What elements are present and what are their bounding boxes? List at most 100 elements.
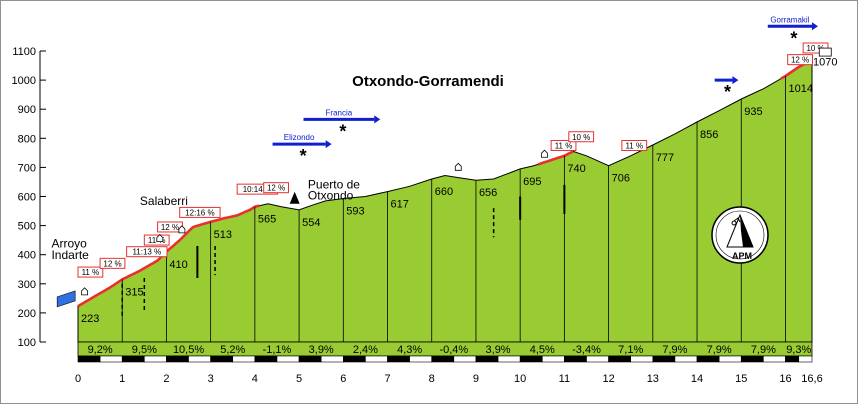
km-scale-block [519,355,543,363]
km-scale-block [431,355,455,363]
km-scale-block [497,355,521,363]
x-tick-label: 9 [473,373,479,385]
ramp-box [787,54,813,66]
arrow-head-icon [325,140,332,149]
segment-gradient-label: 3,9% [486,344,511,356]
ramp-label: 11 % [82,268,100,277]
x-tick-label: 2 [163,373,169,385]
apm-logo: APM [711,206,769,264]
summit-asterisk-icon: * [724,82,731,102]
km-scale-block [740,355,764,363]
x-tick-label: 10 [514,373,526,385]
km-scale-block [320,355,344,363]
km-scale-block [718,355,742,363]
elevation-label: 856 [700,129,718,141]
km-scale-block [409,355,433,363]
x-tick-label: 16,6 [801,373,822,385]
y-tick-label: 1000 [12,75,36,87]
km-scale-block [77,355,101,363]
ramp-label: 12 % [791,56,809,65]
y-tick-label: 200 [18,308,36,320]
elevation-label: 706 [612,173,630,185]
km-scale-block [298,355,322,363]
elevation-label: 695 [523,176,541,188]
segment-gradient-label: 7,1% [618,344,643,356]
cyclist-icon [731,217,741,226]
house-icon [541,149,548,158]
km-scale-block [166,355,189,363]
ramp-label: 11 % [555,141,573,150]
segment-gradient-label: 9,2% [88,344,113,356]
elevation-label: 223 [81,313,99,325]
km-scale-block [121,355,145,363]
ramp-label: 10 % [806,44,824,53]
elevation-label: 935 [744,106,762,118]
x-tick-label: 14 [691,373,703,385]
house-icon [454,162,462,171]
elevation-label: 660 [435,186,453,198]
segment-gradient-label: -3,4% [572,344,601,356]
place-name: Salaberri [140,194,188,208]
ramp-label: 12 % [103,259,121,268]
steep-section-line [77,204,260,308]
km-scale-block [254,355,278,363]
segment-gradient-label: 10,5% [173,344,204,356]
km-scale-block [387,355,410,363]
house-icon [156,234,164,243]
ramp-box [126,246,168,258]
elevation-label: 513 [214,229,232,241]
segment-gradient-label: -0,4% [439,344,468,356]
km-scale-block [630,355,654,363]
place-name: Arroyo [51,236,87,250]
x-tick-label: 13 [647,373,659,385]
ramp-box [568,131,595,143]
km-scale-block [188,355,211,363]
place-name: Puerto de [308,178,360,192]
ramp-label: 10:14 % [243,185,272,194]
x-tick-label: 7 [384,373,390,385]
segment-gradient-label: -1,1% [263,344,292,356]
elevation-label: 410 [169,259,187,271]
x-tick-label: 6 [340,373,346,385]
place-name: Otxondo [308,188,354,202]
segment-gradient-label: 7,9% [707,344,732,356]
y-tick-label: 300 [18,279,36,291]
km-scale-block [798,355,813,363]
x-tick-label: 15 [735,373,747,385]
ramp-label: 12 % [267,184,285,193]
arrow-head-icon [374,115,381,124]
km-scale-block [210,355,234,363]
elevation-label: 617 [391,199,409,211]
direction-sign-label: Gorramakil [770,15,809,24]
km-scale-block [343,355,366,363]
ramp-box [99,257,126,269]
elevation-label: 593 [346,206,364,218]
elevation-label: 656 [479,187,497,199]
x-tick-label: 0 [75,373,81,385]
km-scale-block [763,355,786,363]
y-tick-label: 800 [18,133,36,145]
ramp-box [179,206,221,218]
segment-gradient-label: 3,9% [309,344,334,356]
x-tick-label: 16 [779,373,791,385]
summit-asterisk-icon: * [790,28,797,48]
km-scale-block [696,355,720,363]
y-tick-label: 600 [18,192,36,204]
km-scale-block [453,355,477,363]
ramp-box [550,139,577,151]
x-tick-label: 3 [208,373,214,385]
km-scale-block [232,355,256,363]
segment-gradient-label: 9,5% [132,344,157,356]
house-icon [81,287,89,296]
arrow-head-icon [812,22,818,31]
x-tick-label: 8 [429,373,435,385]
km-scale-block [475,355,499,363]
km-scale-block [586,355,609,363]
direction-sign-label: Elizondo [284,133,315,142]
chart-title: Otxondo-Gorramendi [352,73,504,90]
segment-gradient-label: 9,3% [786,344,811,356]
km-scale-block [144,355,167,363]
y-tick-label: 1100 [12,46,36,58]
x-tick-label: 1 [119,373,125,385]
